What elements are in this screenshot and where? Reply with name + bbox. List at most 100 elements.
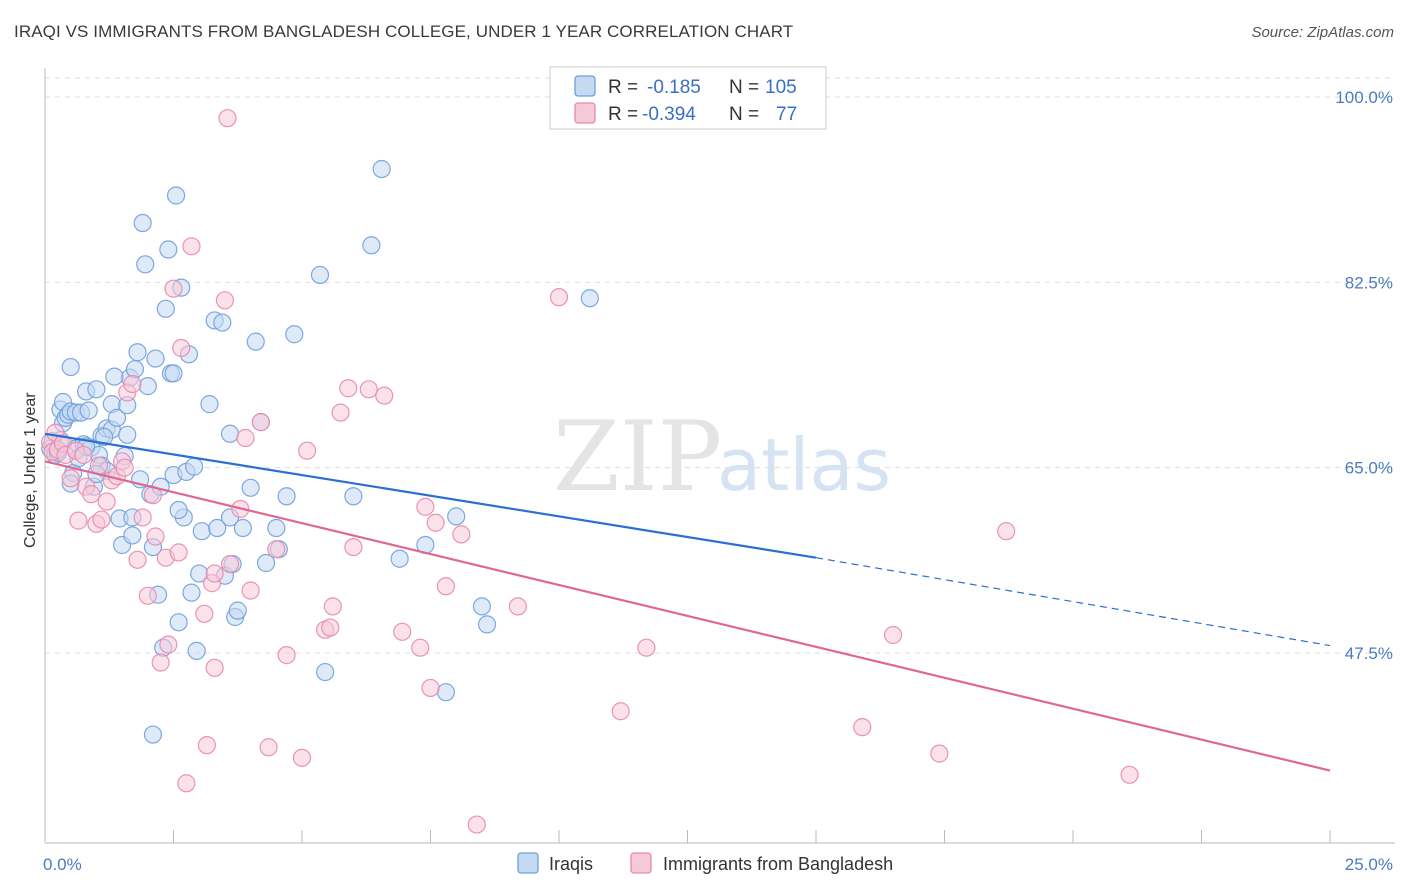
iraqis-point <box>285 325 304 344</box>
bangladesh-point <box>164 279 183 298</box>
bangladesh-point <box>508 597 527 616</box>
iraqis-point <box>159 240 178 259</box>
bangladesh-point <box>267 540 286 559</box>
legend-swatch-iraqis <box>574 75 596 97</box>
iraqis-point <box>184 457 204 476</box>
iraqis-point <box>233 518 252 538</box>
iraqis-point <box>169 500 188 520</box>
iraqis-point <box>143 725 163 744</box>
bangladesh-point <box>220 554 240 574</box>
bangladesh-point <box>930 744 949 763</box>
iraqis-point <box>136 255 155 274</box>
iraqis-point <box>192 522 211 541</box>
bangladesh-point <box>611 702 630 721</box>
iraqis-point <box>105 367 124 386</box>
bangladesh-point <box>393 622 412 641</box>
series-legend: Iraqis Immigrants from Bangladesh <box>517 852 893 874</box>
bangladesh-point <box>321 618 340 637</box>
bangladesh-point <box>277 646 296 665</box>
bangladesh-point <box>1120 765 1139 784</box>
bottom-legend-iraqis: Iraqis <box>549 854 593 874</box>
iraqis-point <box>477 615 497 634</box>
bangladesh-point <box>172 338 191 358</box>
bangladesh-point <box>182 237 201 256</box>
iraqis-point <box>187 641 206 660</box>
bottom-legend-swatch-bangladesh <box>630 852 652 874</box>
iraqis-point <box>213 313 232 332</box>
iraqis-point <box>310 265 330 285</box>
bangladesh-point <box>97 492 116 511</box>
bangladesh-point <box>323 597 342 616</box>
iraqis-point <box>182 583 201 602</box>
x-tick-label-start: 0.0% <box>43 855 82 874</box>
bangladesh-point <box>292 748 312 767</box>
bangladesh-point <box>92 510 111 529</box>
bangladesh-point <box>195 604 214 623</box>
iraqis-point <box>133 213 152 233</box>
bangladesh-point <box>74 445 93 465</box>
iraqis-point <box>169 613 188 632</box>
bangladesh-point <box>298 441 317 460</box>
bangladesh-trend-line <box>44 460 1331 772</box>
correlation-legend: R = -0.185 N = 105 R = -0.394 N = 77 <box>549 66 827 130</box>
iraqis-point <box>316 662 335 682</box>
iraqis-point <box>200 395 219 414</box>
bangladesh-point <box>411 638 430 657</box>
iraqis-point <box>277 487 296 506</box>
bangladesh-point <box>133 508 152 527</box>
iraqis-point <box>436 683 456 702</box>
iraqis-point <box>61 357 80 377</box>
bangladesh-point <box>251 413 270 432</box>
bangladesh-point <box>339 379 358 398</box>
bangladesh-point <box>82 485 101 504</box>
iraqis-point <box>156 299 175 318</box>
legend-iraqis-r-label: R = <box>608 77 638 98</box>
iraqis-point <box>123 526 142 545</box>
y-tick-label: 82.5% <box>1345 273 1393 292</box>
x-tick-label-end: 25.0% <box>1345 855 1393 874</box>
iraqis-trend-line <box>44 432 817 559</box>
iraqis-point <box>447 507 466 526</box>
bangladesh-point <box>205 564 224 583</box>
y-axis-label: College, Under 1 year <box>22 392 39 548</box>
bangladesh-point <box>241 581 260 600</box>
bangladesh-point <box>344 537 363 557</box>
iraqis-point <box>79 401 98 420</box>
bottom-legend-swatch-iraqis <box>517 852 539 874</box>
bangladesh-point <box>123 374 142 394</box>
bangladesh-point <box>159 635 178 654</box>
bangladesh-point <box>146 527 165 546</box>
grid-layer <box>45 77 1395 654</box>
iraqis-point <box>256 553 276 573</box>
iraqis-point <box>267 518 286 538</box>
y-tick-label: 65.0% <box>1345 459 1393 478</box>
watermark-atlas: atlas <box>717 423 891 507</box>
bangladesh-point <box>426 513 445 532</box>
source-label: Source: ZipAtlas.com <box>1251 24 1394 41</box>
bangladesh-point <box>236 428 255 448</box>
legend-bangladesh-r-label: R = <box>608 104 638 125</box>
iraqis-point <box>125 360 145 379</box>
y-tick-label: 47.5% <box>1345 644 1393 663</box>
bangladesh-point <box>89 456 109 475</box>
legend-bangladesh-n-label: N = <box>729 104 759 125</box>
legend-iraqis-n-label: N = <box>729 77 759 98</box>
bangladesh-point <box>169 543 188 562</box>
bangladesh-point <box>61 469 80 488</box>
bangladesh-point <box>331 403 350 422</box>
bangladesh-point <box>215 291 234 310</box>
axes-layer: 47.5% 65.0% 82.5% 100.0% 0.0% 25.0% <box>43 68 1395 874</box>
bangladesh-point <box>115 458 134 477</box>
iraqis-point <box>107 408 127 427</box>
bangladesh-point <box>177 774 196 793</box>
bangladesh-point <box>69 511 88 530</box>
bangladesh-point <box>467 815 486 834</box>
bangladesh-point <box>997 522 1016 541</box>
legend-iraqis-r-value: -0.185 <box>647 77 701 98</box>
bangladesh-point <box>259 738 278 757</box>
y-tick-label: 100.0% <box>1335 88 1393 107</box>
bangladesh-point <box>452 525 471 544</box>
legend-bangladesh-r-value: -0.394 <box>642 104 696 125</box>
iraqis-point <box>95 427 114 447</box>
